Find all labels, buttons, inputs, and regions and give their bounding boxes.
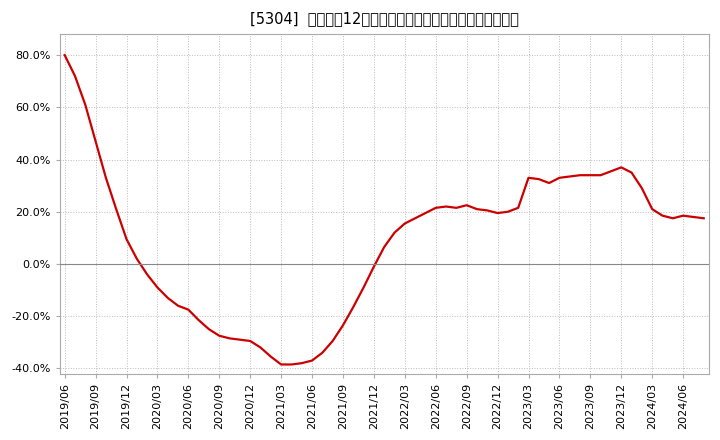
Title: [5304]  売上高の12か月移動合計の対前年同期増減率の推移: [5304] 売上高の12か月移動合計の対前年同期増減率の推移 bbox=[250, 11, 518, 26]
